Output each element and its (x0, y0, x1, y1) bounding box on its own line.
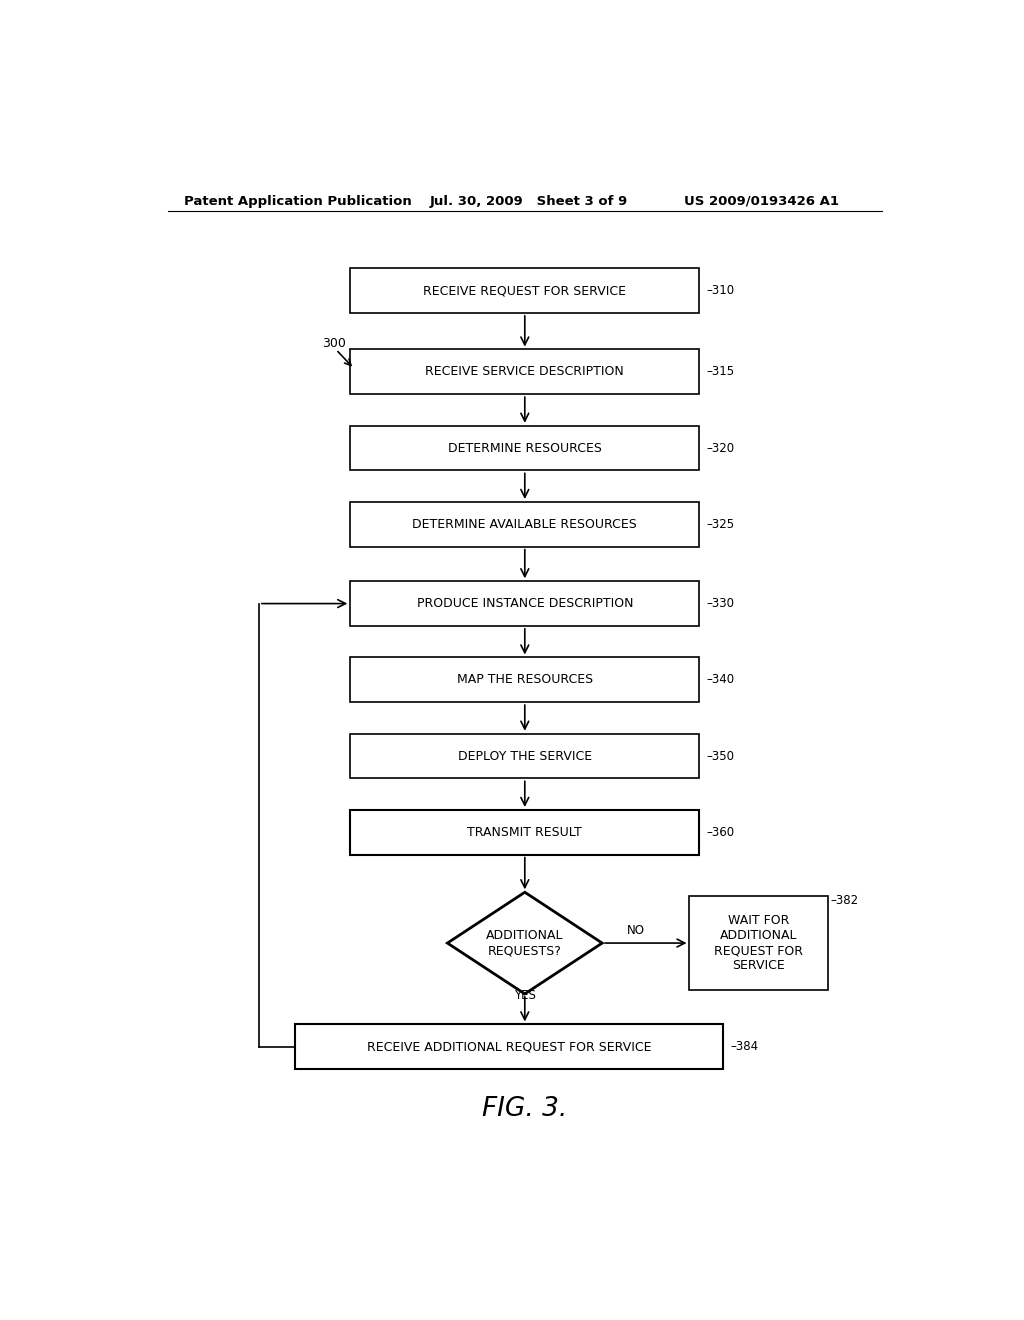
Text: FIG. 3.: FIG. 3. (482, 1096, 567, 1122)
Text: US 2009/0193426 A1: US 2009/0193426 A1 (684, 194, 839, 207)
FancyBboxPatch shape (350, 268, 699, 313)
FancyBboxPatch shape (295, 1024, 723, 1069)
Text: ADDITIONAL
REQUESTS?: ADDITIONAL REQUESTS? (486, 929, 563, 957)
Text: –350: –350 (707, 750, 734, 763)
Text: 300: 300 (323, 337, 346, 350)
Text: Jul. 30, 2009   Sheet 3 of 9: Jul. 30, 2009 Sheet 3 of 9 (430, 194, 628, 207)
FancyBboxPatch shape (350, 734, 699, 779)
Text: Patent Application Publication: Patent Application Publication (183, 194, 412, 207)
FancyBboxPatch shape (350, 350, 699, 395)
FancyBboxPatch shape (350, 810, 699, 854)
Text: MAP THE RESOURCES: MAP THE RESOURCES (457, 673, 593, 686)
Text: –315: –315 (707, 366, 734, 379)
Text: YES: YES (514, 990, 536, 1002)
Text: RECEIVE ADDITIONAL REQUEST FOR SERVICE: RECEIVE ADDITIONAL REQUEST FOR SERVICE (367, 1040, 651, 1053)
Text: PRODUCE INSTANCE DESCRIPTION: PRODUCE INSTANCE DESCRIPTION (417, 597, 633, 610)
Text: TRANSMIT RESULT: TRANSMIT RESULT (467, 826, 583, 838)
Text: DETERMINE RESOURCES: DETERMINE RESOURCES (447, 442, 602, 454)
Polygon shape (447, 892, 602, 994)
FancyBboxPatch shape (350, 502, 699, 546)
Text: DEPLOY THE SERVICE: DEPLOY THE SERVICE (458, 750, 592, 763)
FancyBboxPatch shape (350, 581, 699, 626)
FancyBboxPatch shape (350, 657, 699, 702)
Text: –310: –310 (707, 284, 734, 297)
Text: –382: –382 (830, 894, 858, 907)
Text: RECEIVE SERVICE DESCRIPTION: RECEIVE SERVICE DESCRIPTION (425, 366, 625, 379)
FancyBboxPatch shape (689, 896, 828, 990)
Text: –325: –325 (707, 517, 734, 531)
Text: –320: –320 (707, 442, 734, 454)
Text: NO: NO (627, 924, 645, 937)
Text: –340: –340 (707, 673, 734, 686)
Text: DETERMINE AVAILABLE RESOURCES: DETERMINE AVAILABLE RESOURCES (413, 517, 637, 531)
Text: WAIT FOR
ADDITIONAL
REQUEST FOR
SERVICE: WAIT FOR ADDITIONAL REQUEST FOR SERVICE (715, 913, 804, 972)
Text: –330: –330 (707, 597, 734, 610)
Text: –360: –360 (707, 826, 734, 838)
Text: RECEIVE REQUEST FOR SERVICE: RECEIVE REQUEST FOR SERVICE (423, 284, 627, 297)
Text: –384: –384 (730, 1040, 759, 1053)
FancyBboxPatch shape (350, 426, 699, 470)
